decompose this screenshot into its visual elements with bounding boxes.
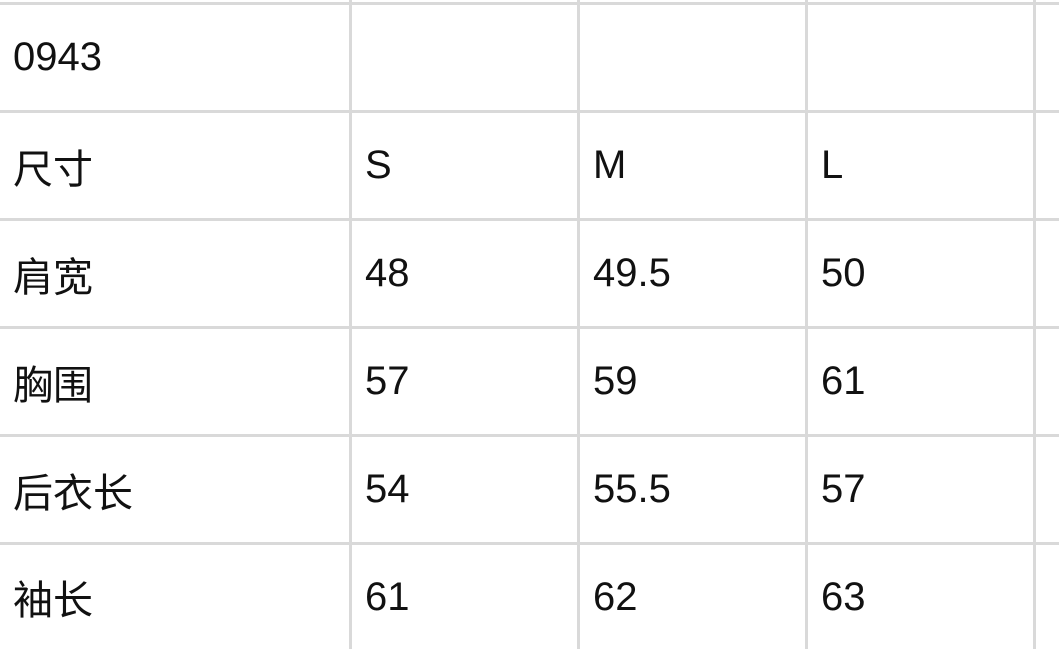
table-cell[interactable]: L [808, 113, 1036, 218]
table-row: 肩宽 48 49.5 50 [0, 221, 1059, 329]
table-cell[interactable]: S [352, 113, 580, 218]
table-cell[interactable]: 63 [808, 545, 1036, 649]
table-row: 尺寸 S M L [0, 113, 1059, 221]
table-cell[interactable]: 袖长 [0, 545, 352, 649]
table-cell[interactable]: 62 [580, 545, 808, 649]
table-cell[interactable] [1036, 437, 1059, 542]
table-cell[interactable]: 61 [352, 545, 580, 649]
table-cell[interactable]: 肩宽 [0, 221, 352, 326]
table-cell[interactable]: 59 [580, 329, 808, 434]
table-cell[interactable]: 后衣长 [0, 437, 352, 542]
table-cell[interactable] [0, 0, 352, 2]
table-cell[interactable] [1036, 113, 1059, 218]
table-cell[interactable]: 54 [352, 437, 580, 542]
table-cell[interactable] [1036, 545, 1059, 649]
table-cell[interactable] [352, 0, 580, 2]
table-cell[interactable] [808, 5, 1036, 110]
table-cell[interactable]: 50 [808, 221, 1036, 326]
table-cell[interactable]: 胸围 [0, 329, 352, 434]
table-row: 0943 [0, 5, 1059, 113]
table-row: 袖长 61 62 63 [0, 545, 1059, 649]
table-cell[interactable]: 57 [808, 437, 1036, 542]
table-row [0, 0, 1059, 5]
table-row: 胸围 57 59 61 [0, 329, 1059, 437]
table-cell[interactable] [1036, 221, 1059, 326]
table-cell[interactable] [808, 0, 1036, 2]
table-cell[interactable] [1036, 0, 1059, 2]
table-cell[interactable]: 0943 [0, 5, 352, 110]
table-cell[interactable] [1036, 329, 1059, 434]
table-cell[interactable] [352, 5, 580, 110]
table-cell[interactable] [580, 5, 808, 110]
table-cell[interactable]: 55.5 [580, 437, 808, 542]
table-cell[interactable]: 49.5 [580, 221, 808, 326]
table-cell[interactable]: M [580, 113, 808, 218]
table-cell[interactable]: 尺寸 [0, 113, 352, 218]
table-cell[interactable]: 48 [352, 221, 580, 326]
table-cell[interactable] [1036, 5, 1059, 110]
table-cell[interactable]: 61 [808, 329, 1036, 434]
table-row: 后衣长 54 55.5 57 [0, 437, 1059, 545]
table-cell[interactable]: 57 [352, 329, 580, 434]
table-cell[interactable] [580, 0, 808, 2]
